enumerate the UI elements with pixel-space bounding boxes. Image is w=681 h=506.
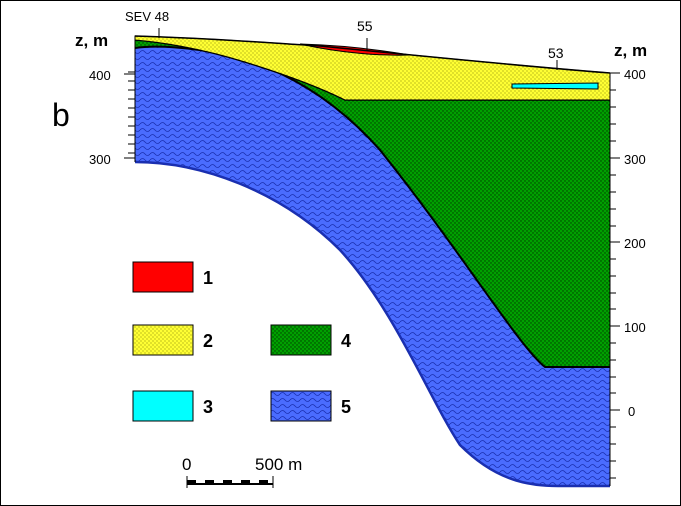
legend: 1 2 3 4 5 xyxy=(133,262,351,421)
legend-number-3: 3 xyxy=(203,397,213,417)
panel-label: b xyxy=(52,97,70,133)
legend-number-2: 2 xyxy=(203,331,213,351)
right-tick-label: 0 xyxy=(628,404,635,419)
scale-end-label: 500 m xyxy=(255,455,302,474)
right-tick-label: 300 xyxy=(624,152,646,167)
left-axis-label: z, m xyxy=(75,31,108,50)
legend-swatch-5 xyxy=(271,391,331,421)
layer-3-cyan xyxy=(512,83,598,89)
legend-number-1: 1 xyxy=(203,268,213,288)
well-label-55: 55 xyxy=(357,18,373,34)
legend-swatch-2 xyxy=(133,325,193,355)
well-label-53: 53 xyxy=(548,45,564,61)
well-label-sev48: SEV 48 xyxy=(125,9,169,24)
legend-number-4: 4 xyxy=(341,331,351,351)
right-axis xyxy=(610,73,620,486)
scale-bar: 0 500 m xyxy=(182,455,302,488)
left-tick-label: 300 xyxy=(89,152,111,167)
legend-swatch-3 xyxy=(133,391,193,421)
legend-swatch-4 xyxy=(271,325,331,355)
scale-start-label: 0 xyxy=(182,455,191,474)
right-tick-label: 400 xyxy=(624,67,646,82)
right-tick-label: 200 xyxy=(624,236,646,251)
right-tick-label: 100 xyxy=(624,320,646,335)
right-axis-label: z, m xyxy=(614,41,647,60)
left-tick-label: 400 xyxy=(89,68,111,83)
legend-number-5: 5 xyxy=(341,397,351,417)
left-axis xyxy=(124,36,135,162)
legend-swatch-1 xyxy=(133,262,193,292)
